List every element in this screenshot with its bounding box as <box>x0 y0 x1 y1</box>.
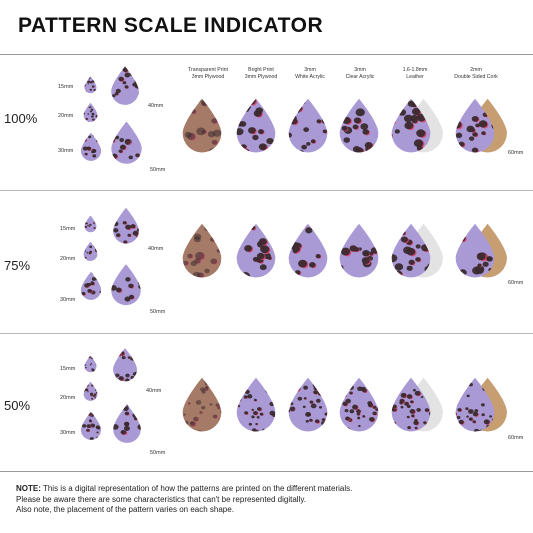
scale-label-50: 50% <box>4 398 31 413</box>
size-label-30mm: 30mm <box>60 430 76 436</box>
scale-label-75: 75% <box>4 258 31 273</box>
reference-drop-15mm <box>84 355 97 373</box>
reference-drop-15mm <box>84 76 97 94</box>
sample-clear-acrylic <box>339 98 379 153</box>
size-label-60mm: 60mm <box>508 435 524 441</box>
size-label-20mm: 20mm <box>60 395 76 401</box>
material-header-leather: 1.6-1.8mm Leather <box>402 67 428 80</box>
sample-leather <box>391 377 443 432</box>
top-divider <box>0 54 533 55</box>
reference-drop-50mm <box>111 264 141 306</box>
size-label-40mm: 40mm <box>146 388 162 394</box>
note-label: NOTE: <box>16 484 41 493</box>
reference-drop-30mm <box>80 271 102 300</box>
note-line-2: Please be aware there are some character… <box>16 494 306 504</box>
material-header-bright-plywood: Bright Print 3mm Plywood <box>244 67 278 80</box>
scale-label-100: 100% <box>4 111 38 126</box>
sample-transparent-plywood <box>182 98 222 153</box>
size-label-30mm: 30mm <box>60 297 76 303</box>
note-line-1: This is a digital representation of how … <box>42 484 353 493</box>
sample-leather <box>391 223 443 278</box>
material-header-clear-acrylic: 3mm Clear Acrylic <box>345 67 375 80</box>
size-label-50mm: 50mm <box>150 309 166 315</box>
sample-white-acrylic <box>288 377 328 432</box>
size-label-15mm: 15mm <box>60 366 76 372</box>
reference-drop-40mm <box>113 348 137 382</box>
reference-drop-40mm <box>113 207 139 244</box>
sample-clear-acrylic <box>339 223 379 278</box>
size-label-30mm: 30mm <box>58 148 74 154</box>
sample-cork <box>455 223 507 278</box>
sample-white-acrylic <box>288 98 328 153</box>
reference-drop-15mm <box>84 215 97 233</box>
sample-bright-plywood <box>236 377 276 432</box>
size-label-20mm: 20mm <box>58 113 74 119</box>
size-label-50mm: 50mm <box>150 450 166 456</box>
sample-leather <box>391 98 443 153</box>
size-label-40mm: 40mm <box>148 246 164 252</box>
note-line-3: Also note, the placement of the pattern … <box>16 505 234 514</box>
sample-bright-plywood <box>236 223 276 278</box>
reference-drop-20mm <box>83 241 98 261</box>
reference-drop-30mm <box>80 132 102 161</box>
row-divider-1 <box>0 190 533 191</box>
size-label-20mm: 20mm <box>60 256 76 262</box>
reference-drop-50mm <box>111 121 142 164</box>
sample-transparent-plywood <box>182 377 222 432</box>
size-label-60mm: 60mm <box>508 150 524 156</box>
sample-cork <box>455 98 507 153</box>
sample-transparent-plywood <box>182 223 222 278</box>
size-label-15mm: 15mm <box>58 84 74 90</box>
material-header-white-acrylic: 3mm White Acrylic <box>295 67 325 80</box>
reference-drop-50mm <box>113 404 141 443</box>
page-title: PATTERN SCALE INDICATOR <box>18 14 324 37</box>
reference-drop-20mm <box>83 381 98 401</box>
sample-bright-plywood <box>236 98 276 153</box>
size-label-40mm: 40mm <box>148 103 164 109</box>
material-header-transparent-plywood: Transparent Print 3mm Plywood <box>188 67 228 80</box>
reference-drop-20mm <box>83 102 98 122</box>
reference-drop-30mm <box>80 411 102 440</box>
sample-white-acrylic <box>288 223 328 278</box>
size-label-50mm: 50mm <box>150 167 166 173</box>
bottom-divider <box>0 471 533 472</box>
material-header-cork: 2mm Double Sided Cork <box>454 67 498 80</box>
note-block: NOTE: This is a digital representation o… <box>16 484 526 516</box>
size-label-60mm: 60mm <box>508 280 524 286</box>
sample-clear-acrylic <box>339 377 379 432</box>
row-divider-2 <box>0 333 533 334</box>
size-label-15mm: 15mm <box>60 226 76 232</box>
sample-cork <box>455 377 507 432</box>
reference-drop-40mm <box>111 66 139 105</box>
